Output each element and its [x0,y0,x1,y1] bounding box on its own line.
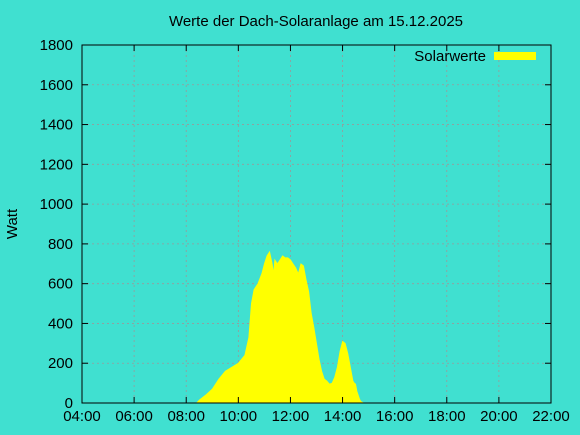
x-tick-label: 16:00 [376,408,414,425]
x-tick-label: 10:00 [220,408,258,425]
y-tick-label: 1000 [40,196,73,213]
y-tick-label: 1400 [40,117,73,134]
x-tick-label: 18:00 [428,408,466,425]
x-tick-label: 22:00 [532,408,570,425]
y-tick-label: 600 [48,276,73,293]
y-tick-label: 800 [48,236,73,253]
y-tick-label: 1600 [40,77,73,94]
y-tick-label: 400 [48,315,73,332]
chart-title: Werte der Dach-Solaranlage am 15.12.2025 [169,13,463,30]
plot-frame [81,44,552,404]
x-tick-label: 14:00 [324,408,362,425]
y-tick-label: 200 [48,355,73,372]
x-tick-label: 06:00 [115,408,153,425]
x-tick-label: 04:00 [63,408,101,425]
x-tick-label: 20:00 [480,408,518,425]
x-tick-label: 12:00 [272,408,310,425]
y-tick-label: 1200 [40,156,73,173]
x-tick-label: 08:00 [167,408,205,425]
legend: Solarwerte [414,48,536,65]
grid-lines [82,45,551,403]
legend-label-solarwerte: Solarwerte [414,48,486,65]
y-tick-label: 1800 [40,37,73,54]
legend-swatch-solarwerte [494,52,536,60]
axis-ticks: 04:00 06:00 08:00 10:00 12:00 14:00 16:00 18:00… [40,37,570,425]
series-area-solarwerte [195,250,387,404]
y-axis-label: Watt [4,208,21,239]
y-tick-label: 0 [65,395,73,412]
series-area [195,250,387,404]
